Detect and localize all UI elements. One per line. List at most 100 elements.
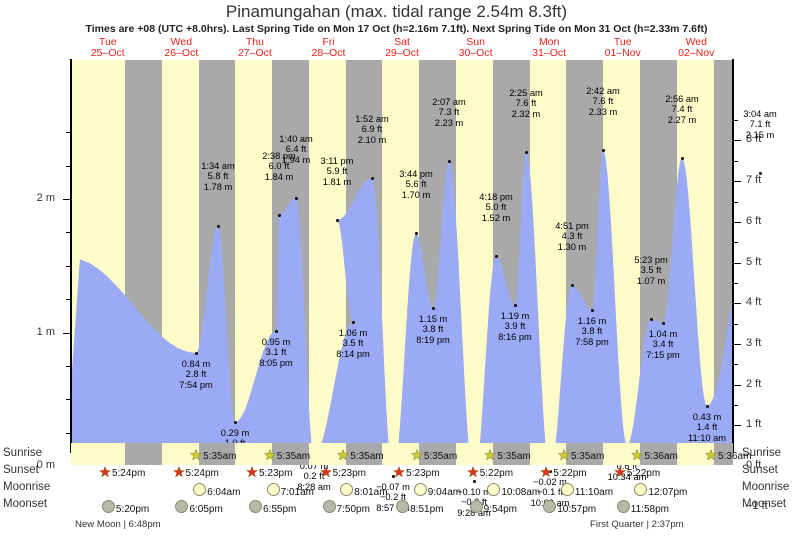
left-tick bbox=[63, 332, 71, 334]
tide-label-line-1: 5.0 ft bbox=[485, 202, 507, 213]
tide-point-low bbox=[274, 329, 278, 333]
tide-label-line-1: 3.1 ft bbox=[265, 347, 287, 358]
day-date: 29–Oct bbox=[385, 47, 419, 59]
day-date: 25–Oct bbox=[90, 47, 125, 59]
astro-cell-moonrise-2: 7:01am bbox=[266, 483, 315, 498]
tide-area bbox=[71, 150, 733, 443]
tide-label-25: 2:56 am 7.4 ft 2.27 m bbox=[665, 94, 699, 125]
sunset-star-icon bbox=[98, 466, 111, 478]
astro-cell-sunset-1: 5:24pm bbox=[172, 466, 219, 479]
tide-point-high bbox=[758, 171, 762, 175]
tide-label-line-2: 1.84 m bbox=[264, 171, 294, 182]
tide-label-line-2: 1.52 m bbox=[481, 212, 511, 223]
day-header-8: Wed 02–Nov bbox=[660, 37, 734, 59]
tide-label-line-1: 6.9 ft bbox=[361, 124, 383, 135]
tide-point-high bbox=[414, 231, 418, 235]
astro-time: 5:23pm bbox=[332, 468, 366, 479]
tide-label-line-1: 7.6 ft bbox=[515, 98, 537, 109]
tide-point-low bbox=[661, 321, 665, 325]
astro-cell-moonrise-4: 9:04am bbox=[413, 483, 462, 498]
tide-label-line-2: 2.33 m bbox=[588, 106, 618, 117]
right-tick bbox=[733, 160, 738, 162]
left-tick bbox=[66, 299, 71, 301]
sunrise-star-icon bbox=[337, 449, 350, 461]
tide-point-high bbox=[601, 148, 605, 152]
day-date: 28–Oct bbox=[311, 47, 346, 59]
day-header-2: Thu 27–Oct bbox=[218, 37, 292, 59]
moonrise-icon bbox=[487, 483, 501, 496]
astro-cell-moonset-0: 5:20pm bbox=[101, 500, 149, 515]
right-axis-label-3: 5 ft bbox=[746, 255, 762, 268]
tide-label-line-2: 7:58 pm bbox=[575, 336, 609, 347]
tide-label-line-1: 0.2 ft bbox=[303, 471, 325, 482]
tide-point-low bbox=[431, 306, 435, 310]
tide-label-line-2: 8:05 pm bbox=[259, 357, 293, 368]
astro-time: 6:05pm bbox=[189, 504, 223, 515]
astro-row-label-left-sunrise: Sunrise bbox=[3, 447, 42, 459]
tide-label-line-1: −0.2 ft bbox=[379, 492, 407, 503]
tide-label-17: 2:25 am 7.6 ft 2.32 m bbox=[509, 88, 543, 119]
tide-label-line-2: 1.07 m bbox=[636, 275, 666, 286]
tide-point-low bbox=[351, 320, 355, 324]
tide-label-7: 1.06 m 3.5 ft 8:14 pm bbox=[336, 328, 370, 359]
right-tick bbox=[733, 221, 741, 223]
day-header-4: Sat 29–Oct bbox=[365, 37, 439, 59]
right-axis-label-4: 4 ft bbox=[746, 296, 762, 309]
footer-night-band-0 bbox=[125, 443, 162, 465]
tide-label-line-0: 3:11 pm bbox=[320, 156, 354, 166]
astro-time: 5:36am bbox=[644, 451, 678, 462]
astro-row-label-left-sunset: Sunset bbox=[3, 464, 39, 476]
astro-time: 5:24pm bbox=[111, 468, 146, 479]
moonset-icon bbox=[396, 500, 410, 513]
astro-cell-moonset-3: 7:50pm bbox=[322, 500, 370, 515]
sunset-star-icon bbox=[393, 466, 406, 478]
tide-label-line-2: 7:54 pm bbox=[179, 379, 213, 390]
astro-time: 7:01am bbox=[280, 487, 315, 498]
astro-table: Sunrise Sunrise 5:35am 5:35am 5:35am 5:35am 5:… bbox=[0, 443, 793, 539]
astro-time: 5:22pm bbox=[479, 468, 514, 479]
moonrise-icon bbox=[266, 483, 280, 496]
tide-label-27: 3:04 am 7.1 ft 2.15 m bbox=[743, 109, 777, 140]
astro-time: 11:10am bbox=[574, 487, 614, 498]
tide-label-line-0: 0.95 m bbox=[261, 337, 291, 347]
sunrise-star-icon bbox=[484, 449, 497, 461]
tide-label-line-2: 2.10 m bbox=[357, 134, 387, 145]
tide-label-20: 1.16 m 3.8 ft 7:58 pm bbox=[575, 316, 609, 347]
tide-label-line-1: 3.9 ft bbox=[504, 321, 526, 332]
tide-curve bbox=[71, 150, 733, 443]
tide-label-line-2: 11:10 am bbox=[687, 432, 727, 443]
tide-label-line-2: 1.78 m bbox=[203, 181, 233, 192]
tide-label-line-1: 2.8 ft bbox=[185, 369, 207, 380]
moonrise-icon bbox=[193, 483, 207, 496]
tide-point-high bbox=[570, 283, 574, 287]
tide-label-line-0: 1:40 am bbox=[279, 134, 313, 144]
tide-label-11: 3:44 pm 5.6 ft 1.70 m bbox=[399, 169, 433, 200]
tide-label-line-0: 1.19 m bbox=[500, 311, 530, 321]
tide-label-line-1: 3.5 ft bbox=[640, 265, 662, 276]
right-axis-label-6: 2 ft bbox=[746, 377, 762, 390]
tide-label-12: 1.15 m 3.8 ft 8:19 pm bbox=[416, 314, 450, 345]
plot-area bbox=[71, 60, 733, 443]
right-axis-label-7: 1 ft bbox=[746, 418, 762, 431]
moonrise-icon bbox=[560, 483, 574, 496]
tide-label-line-1: 3.8 ft bbox=[581, 326, 603, 337]
moonrise-icon bbox=[413, 483, 427, 496]
sunset-star-icon bbox=[466, 466, 479, 478]
sunset-star-icon bbox=[172, 466, 185, 478]
right-tick bbox=[733, 120, 738, 122]
sunrise-star-icon bbox=[557, 449, 570, 461]
astro-time: 9:04am bbox=[427, 487, 462, 498]
right-tick bbox=[733, 404, 738, 406]
astro-time: 5:35am bbox=[570, 451, 605, 462]
right-axis-label-2: 6 ft bbox=[746, 214, 762, 227]
astro-cell-sunrise-8: 5:36am bbox=[705, 449, 751, 462]
tide-label-line-0: 1.04 m bbox=[648, 329, 678, 339]
astro-cell-sunset-0: 5:24pm bbox=[98, 466, 146, 479]
astro-time: 5:35am bbox=[276, 451, 311, 462]
tide-label-line-1: 6.0 ft bbox=[268, 161, 290, 172]
tide-point-high bbox=[335, 218, 339, 222]
left-axis-label-0: 2 m bbox=[36, 192, 55, 204]
tide-label-line-2: 1.30 m bbox=[557, 241, 587, 252]
tide-label-1: 1:34 am 5.8 ft 1.78 m bbox=[201, 161, 235, 192]
astro-cell-sunset-4: 5:23pm bbox=[393, 466, 440, 479]
